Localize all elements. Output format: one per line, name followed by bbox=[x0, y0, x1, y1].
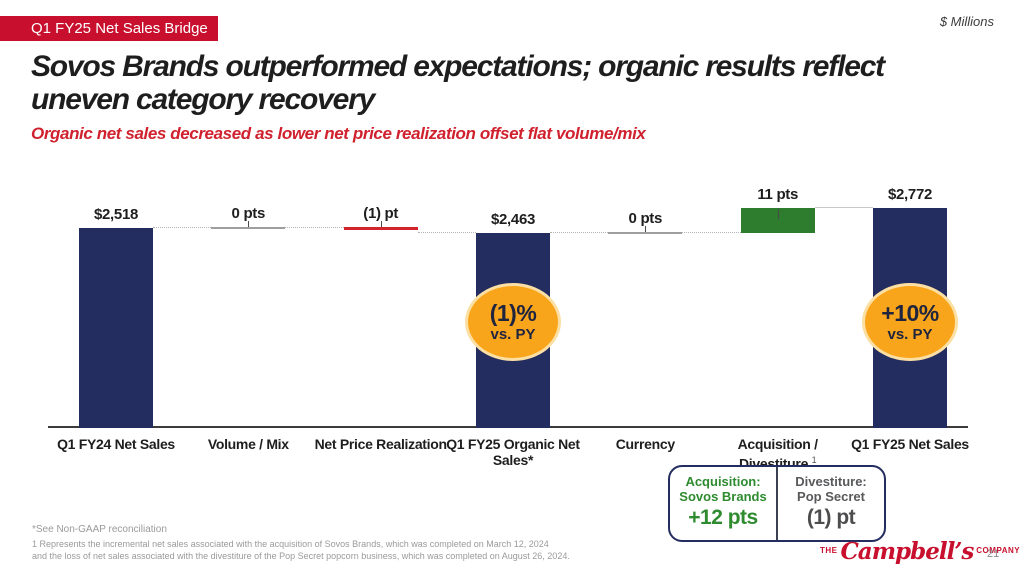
logo-company: COMPANY bbox=[976, 546, 1021, 555]
waterfall-flat-segment bbox=[211, 227, 286, 230]
callout-acquisition-value: +12 pts bbox=[688, 506, 758, 529]
footnotes: *See Non-GAAP reconciliation 1 Represent… bbox=[32, 524, 570, 562]
category-label: Q1 FY25 Organic Net Sales* bbox=[446, 436, 580, 468]
badge-vs-py: vs. PY bbox=[490, 326, 536, 343]
units-note: $ Millions bbox=[939, 14, 994, 29]
category-label: Net Price Realization bbox=[314, 436, 448, 452]
callout-acquisition: Acquisition: Sovos Brands +12 pts bbox=[670, 467, 776, 540]
waterfall-bar bbox=[79, 228, 153, 428]
connector-line bbox=[153, 227, 212, 229]
label-tick bbox=[380, 221, 382, 228]
footnote-1a: 1 Represents the incremental net sales a… bbox=[32, 539, 549, 549]
campbells-logo: THE Campbell’s COMPANY bbox=[820, 538, 1020, 565]
page-number: 21 bbox=[987, 548, 1000, 560]
value-label: $2,772 bbox=[887, 186, 933, 203]
connector-line bbox=[814, 207, 873, 208]
callout-divestiture-title: Divestiture: Pop Secret bbox=[795, 474, 867, 504]
category-label: Q1 FY24 Net Sales bbox=[57, 436, 175, 452]
badge-percent: (1)% bbox=[489, 300, 537, 326]
value-label: 0 pts bbox=[628, 209, 663, 227]
callout-acquisition-title: Acquisition: Sovos Brands bbox=[679, 474, 767, 504]
footnote-non-gaap: *See Non-GAAP reconciliation bbox=[32, 524, 167, 535]
label-tick bbox=[645, 225, 647, 232]
connector-line bbox=[285, 227, 344, 229]
category-label: Currency bbox=[615, 436, 675, 452]
label-tick bbox=[777, 209, 779, 219]
connector-line bbox=[550, 231, 609, 233]
logo-wordmark: Campbell’s bbox=[840, 538, 975, 565]
callout-divider bbox=[776, 467, 778, 540]
waterfall-flat-segment bbox=[608, 231, 683, 234]
badge-vs-py: vs. PY bbox=[887, 326, 933, 343]
label-tick bbox=[248, 221, 250, 228]
slide-subtitle: Organic net sales decreased as lower net… bbox=[31, 124, 646, 143]
value-label: $2,463 bbox=[490, 210, 536, 228]
badge-percent: +10% bbox=[881, 300, 939, 326]
value-label: 11 pts bbox=[757, 186, 799, 203]
acquisition-divestiture-callout: Acquisition: Sovos Brands +12 pts Divesti… bbox=[668, 465, 886, 542]
connector-line bbox=[417, 231, 476, 233]
vs-py-badge: (1)% vs. PY bbox=[465, 283, 561, 361]
value-label: $2,518 bbox=[93, 206, 139, 224]
waterfall-chart: $2,518 Q1 FY24 Net Sales 0 pts Volume / Mix… bbox=[48, 186, 969, 472]
callout-divestiture: Divestiture: Pop Secret (1) pt bbox=[778, 467, 884, 540]
kicker-badge: Q1 FY25 Net Sales Bridge bbox=[0, 16, 218, 41]
value-label: 0 pts bbox=[231, 205, 266, 223]
logo-the: THE bbox=[820, 546, 838, 555]
category-label: Volume / Mix bbox=[207, 436, 289, 452]
vs-py-badge: +10% vs. PY bbox=[862, 283, 958, 361]
title-line-2: uneven category recovery bbox=[31, 83, 375, 116]
callout-divestiture-value: (1) pt bbox=[806, 506, 856, 529]
footnote-1b: and the loss of net sales associated wit… bbox=[32, 551, 570, 561]
waterfall-decrease-segment bbox=[343, 227, 418, 231]
connector-line bbox=[682, 231, 741, 233]
category-label: Q1 FY25 Net Sales bbox=[851, 436, 969, 452]
page-title: Sovos Brands outperformed expectations; … bbox=[31, 50, 1001, 116]
value-label: (1) pt bbox=[363, 205, 399, 223]
title-line-1: Sovos Brands outperformed expectations; … bbox=[31, 50, 885, 83]
